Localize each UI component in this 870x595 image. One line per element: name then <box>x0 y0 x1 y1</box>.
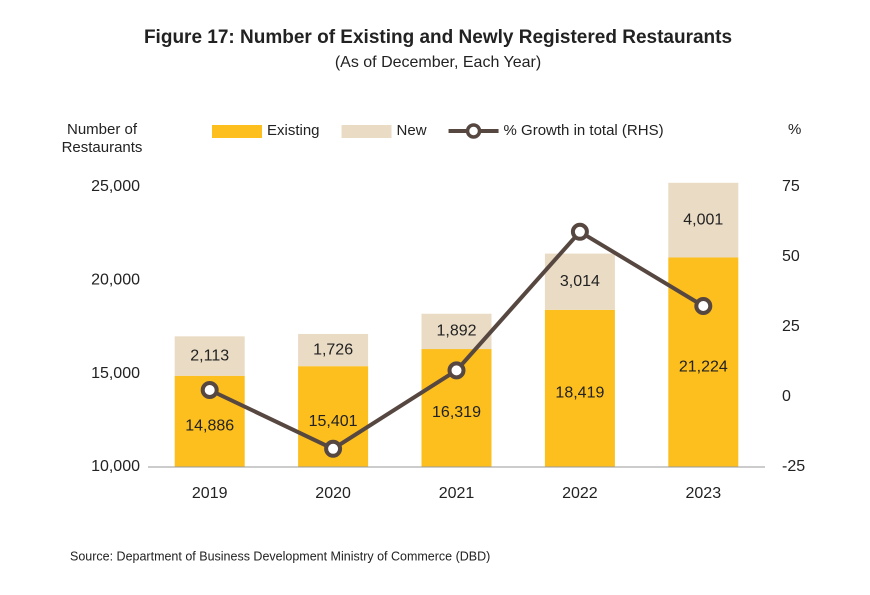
y-tick-label: 15,000 <box>91 365 140 382</box>
legend-label: Existing <box>267 122 320 139</box>
legend-swatch <box>341 125 392 138</box>
data-label: 1,726 <box>313 341 353 358</box>
x-tick-label: 2020 <box>315 485 351 502</box>
line-marker <box>324 439 343 458</box>
line-marker <box>447 361 466 380</box>
y2-tick-label: 0 <box>782 388 791 405</box>
y-axis-title: Number of Restaurants <box>61 121 143 156</box>
legend-label: New <box>397 122 427 139</box>
data-label: 18,419 <box>555 385 604 402</box>
data-label: 16,319 <box>432 404 481 421</box>
source: Source: Department of Business Developme… <box>70 549 490 563</box>
chart-subtitle: (As of December, Each Year) <box>335 54 541 71</box>
data-label: 4,001 <box>683 211 723 228</box>
y2-axis-title: % <box>788 121 801 138</box>
y2-tick-label: 50 <box>782 248 800 265</box>
y2-tick-label: -25 <box>782 458 805 475</box>
y-tick-label: 25,000 <box>91 178 140 195</box>
y2-tick-label: 75 <box>782 178 800 195</box>
data-label: 2,113 <box>190 347 229 364</box>
data-label: 15,401 <box>309 413 358 430</box>
x-tick-label: 2023 <box>686 485 722 502</box>
x-tick-label: 2022 <box>562 485 598 502</box>
legend-label: % Growth in total (RHS) <box>504 122 664 139</box>
x-tick-label: 2019 <box>192 485 228 502</box>
line-marker <box>570 222 589 241</box>
y-tick-label: 10,000 <box>91 458 140 475</box>
x-tick-label: 2021 <box>439 485 475 502</box>
data-label: 21,224 <box>679 358 728 375</box>
y-tick-label: 20,000 <box>91 272 140 289</box>
legend-swatch <box>212 125 262 138</box>
bar <box>544 253 615 310</box>
data-label: 14,886 <box>185 418 234 435</box>
bar <box>544 309 615 467</box>
bar <box>668 182 739 258</box>
bar <box>174 336 245 376</box>
data-label: 3,014 <box>560 273 600 290</box>
line-marker <box>200 381 219 399</box>
y2-tick-label: 25 <box>782 318 800 335</box>
data-label: 1,892 <box>436 323 476 340</box>
chart-title: Figure 17: Number of Existing and Newly … <box>144 27 732 48</box>
legend-marker <box>465 123 482 139</box>
bar <box>298 333 369 367</box>
line-marker <box>694 297 713 315</box>
